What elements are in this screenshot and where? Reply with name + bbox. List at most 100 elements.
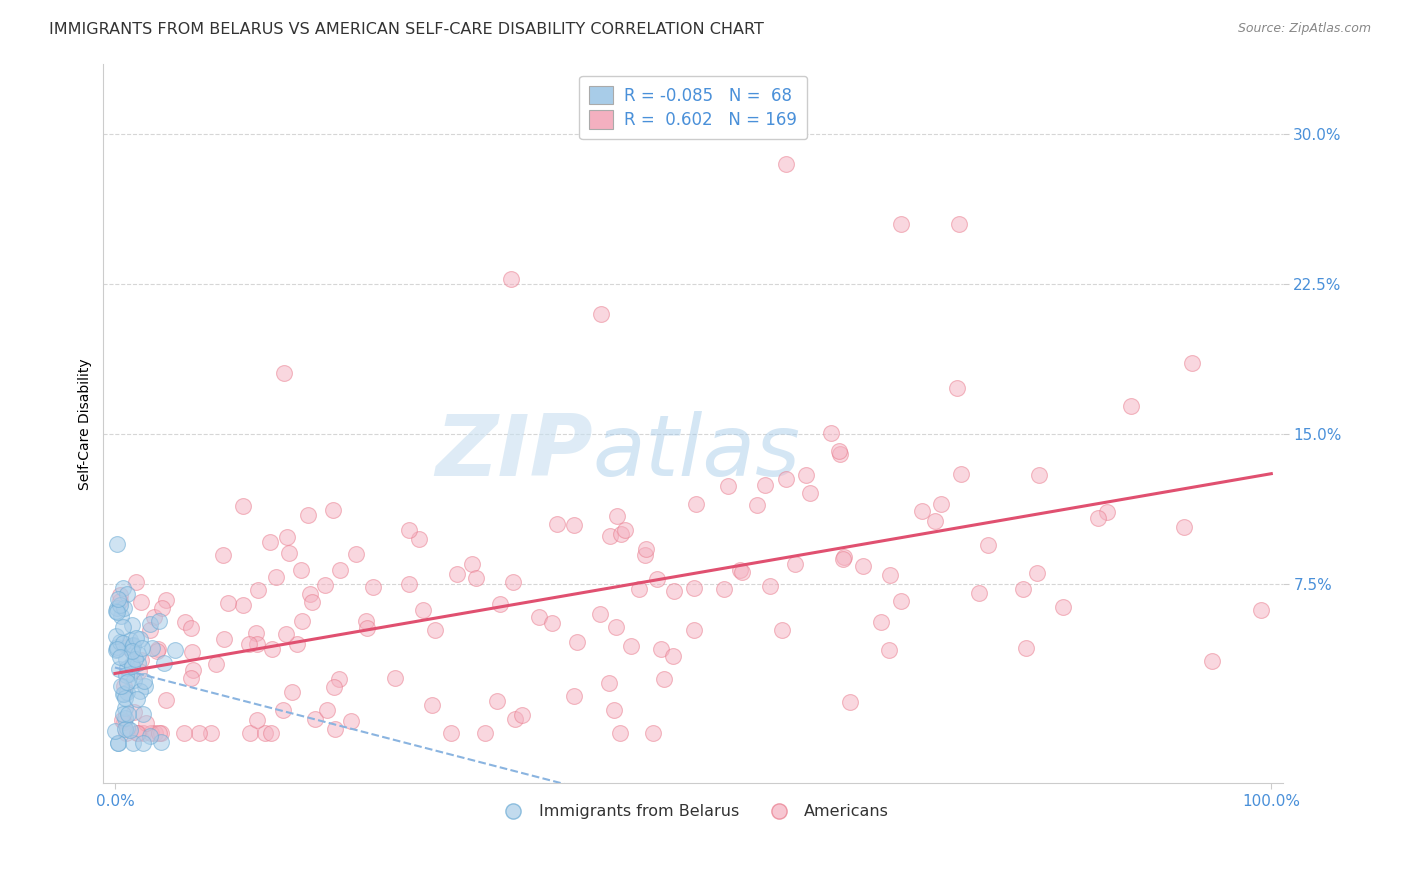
- Point: [747, 498, 769, 512]
- Point: [546, 517, 568, 532]
- Point: [890, 594, 912, 608]
- Point: [650, 642, 672, 657]
- Point: [446, 566, 468, 581]
- Point: [474, 726, 496, 740]
- Point: [924, 514, 946, 528]
- Point: [212, 548, 235, 562]
- Point: [148, 726, 170, 740]
- Point: [232, 499, 254, 513]
- Point: [315, 703, 337, 717]
- Point: [246, 582, 269, 597]
- Point: [879, 567, 901, 582]
- Point: [356, 621, 378, 635]
- Point: [634, 542, 657, 557]
- Point: [398, 523, 420, 537]
- Point: [510, 708, 533, 723]
- Point: [200, 726, 222, 740]
- Point: [246, 637, 269, 651]
- Point: [1028, 468, 1050, 483]
- Point: [153, 656, 176, 670]
- Point: [111, 687, 134, 701]
- Point: [852, 558, 875, 573]
- Point: [339, 714, 361, 728]
- Point: [605, 620, 627, 634]
- Point: [112, 601, 135, 615]
- Point: [976, 538, 998, 552]
- Point: [828, 443, 851, 458]
- Point: [125, 632, 148, 646]
- Point: [129, 653, 152, 667]
- Point: [465, 571, 488, 585]
- Point: [110, 679, 132, 693]
- Point: [146, 644, 169, 658]
- Point: [562, 689, 585, 703]
- Point: [412, 603, 434, 617]
- Point: [129, 595, 152, 609]
- Point: [121, 658, 143, 673]
- Point: [323, 722, 346, 736]
- Point: [132, 726, 155, 740]
- Point: [304, 712, 326, 726]
- Point: [122, 705, 145, 719]
- Point: [641, 726, 664, 740]
- Point: [344, 547, 367, 561]
- Point: [142, 610, 165, 624]
- Point: [328, 672, 350, 686]
- Point: [134, 679, 156, 693]
- Point: [408, 532, 430, 546]
- Point: [105, 536, 128, 550]
- Point: [149, 734, 172, 748]
- Point: [115, 667, 138, 681]
- Point: [423, 623, 446, 637]
- Point: [652, 672, 675, 686]
- Point: [713, 582, 735, 596]
- Point: [502, 575, 524, 590]
- Point: [114, 687, 136, 701]
- Point: [285, 637, 308, 651]
- Point: [683, 581, 706, 595]
- Point: [115, 721, 138, 735]
- Point: [139, 617, 162, 632]
- Text: atlas: atlas: [593, 411, 801, 494]
- Point: [115, 640, 138, 655]
- Point: [108, 649, 131, 664]
- Point: [188, 726, 211, 740]
- Point: [141, 640, 163, 655]
- Point: [759, 578, 782, 592]
- Point: [838, 695, 860, 709]
- Point: [105, 640, 128, 654]
- Point: [131, 640, 153, 655]
- Point: [271, 703, 294, 717]
- Point: [599, 528, 621, 542]
- Text: IMMIGRANTS FROM BELARUS VS AMERICAN SELF-CARE DISABILITY CORRELATION CHART: IMMIGRANTS FROM BELARUS VS AMERICAN SELF…: [49, 22, 763, 37]
- Point: [398, 577, 420, 591]
- Point: [322, 680, 344, 694]
- Point: [877, 643, 900, 657]
- Point: [460, 557, 482, 571]
- Point: [108, 593, 131, 607]
- Point: [143, 726, 166, 740]
- Point: [173, 726, 195, 740]
- Point: [173, 615, 195, 630]
- Point: [754, 478, 776, 492]
- Point: [266, 570, 288, 584]
- Point: [121, 657, 143, 671]
- Point: [150, 601, 173, 615]
- Point: [361, 581, 384, 595]
- Point: [489, 597, 512, 611]
- Point: [298, 587, 321, 601]
- Point: [121, 643, 143, 657]
- Point: [139, 623, 162, 637]
- Point: [125, 574, 148, 589]
- Point: [869, 615, 891, 629]
- Point: [322, 503, 344, 517]
- Point: [354, 615, 377, 629]
- Point: [685, 496, 707, 510]
- Point: [831, 552, 853, 566]
- Point: [148, 641, 170, 656]
- Point: [540, 615, 562, 630]
- Point: [115, 674, 138, 689]
- Point: [254, 726, 277, 740]
- Point: [613, 524, 636, 538]
- Point: [280, 685, 302, 699]
